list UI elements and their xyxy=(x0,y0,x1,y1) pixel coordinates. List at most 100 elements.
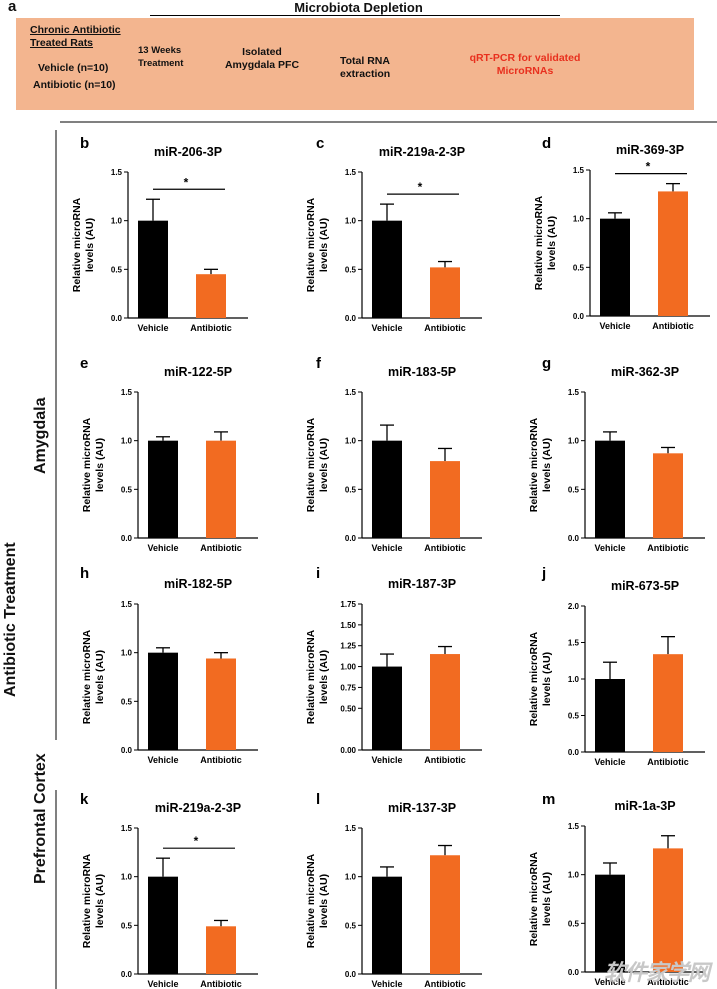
y-tick-label-f: 1.0 xyxy=(345,437,357,446)
y-tick-label-m: 1.0 xyxy=(568,871,580,880)
bar-antibiotic-h xyxy=(206,658,236,750)
y-label-f: Relative microRNAlevels (AU) xyxy=(305,417,330,512)
x-label-h: Antibiotic xyxy=(200,755,242,765)
y-tick-label-g: 1.0 xyxy=(568,437,580,446)
panel-label-h: h xyxy=(80,565,89,582)
panel-label-m: m xyxy=(542,791,555,808)
chart-title-d: miR-369-3P xyxy=(616,143,684,157)
y-label-i: Relative microRNAlevels (AU) xyxy=(305,629,330,724)
bar-antibiotic-g xyxy=(653,453,683,538)
panel-label-b: b xyxy=(80,135,89,152)
y-tick-label-c: 1.0 xyxy=(345,217,357,226)
y-tick-label-k: 0.5 xyxy=(121,921,133,930)
bar-antibiotic-d xyxy=(658,191,688,316)
panel-label-f: f xyxy=(316,355,322,372)
x-label-h: Vehicle xyxy=(147,755,178,765)
y-label-line1: Relative microRNA xyxy=(528,851,540,946)
y-label-line2: levels (AU) xyxy=(541,652,553,706)
y-label-line1: Relative microRNA xyxy=(81,629,93,724)
x-label-m: Antibiotic xyxy=(647,977,689,987)
y-tick-label-j: 0.5 xyxy=(568,712,580,721)
y-label-m: Relative microRNAlevels (AU) xyxy=(528,851,553,946)
y-tick-label-e: 0.0 xyxy=(121,534,133,543)
bar-vehicle-c xyxy=(372,220,402,318)
x-label-g: Antibiotic xyxy=(647,543,689,553)
y-tick-label-b: 0.0 xyxy=(111,314,123,323)
y-tick-label-l: 1.5 xyxy=(345,824,357,833)
panel-label-e: e xyxy=(80,355,88,372)
y-tick-label-h: 1.5 xyxy=(121,600,133,609)
y-tick-label-e: 1.0 xyxy=(121,437,133,446)
y-tick-label-d: 0.5 xyxy=(573,263,585,272)
bar-vehicle-d xyxy=(600,218,630,316)
x-label-l: Vehicle xyxy=(371,979,402,989)
y-label-line2: levels (AU) xyxy=(546,216,558,270)
workflow-banner xyxy=(16,18,694,110)
y-tick-label-h: 0.0 xyxy=(121,746,133,755)
x-label-e: Antibiotic xyxy=(200,543,242,553)
chart-title-i: miR-187-3P xyxy=(388,577,456,591)
x-label-c: Antibiotic xyxy=(424,323,466,333)
x-label-b: Vehicle xyxy=(137,323,168,333)
panel-label-l: l xyxy=(316,791,320,808)
sig-star-d: * xyxy=(646,160,651,174)
y-tick-label-f: 1.5 xyxy=(345,388,357,397)
panel-label-c: c xyxy=(316,135,324,152)
y-tick-label-i: 0.50 xyxy=(340,704,356,713)
y-tick-label-d: 0.0 xyxy=(573,312,585,321)
x-label-j: Antibiotic xyxy=(647,757,689,767)
bar-antibiotic-e xyxy=(206,440,236,538)
y-tick-label-g: 0.0 xyxy=(568,534,580,543)
y-label-line2: levels (AU) xyxy=(318,438,330,492)
y-label-line1: Relative microRNA xyxy=(528,631,540,726)
chart-m: m miR-1a-3P 0.0 0.5 1.0 1.5 Relative microRNAl… xyxy=(528,791,705,987)
y-tick-label-l: 1.0 xyxy=(345,873,357,882)
y-tick-label-e: 0.5 xyxy=(121,485,133,494)
y-tick-label-i: 0.00 xyxy=(340,746,356,755)
y-tick-label-e: 1.5 xyxy=(121,388,133,397)
chart-e: e miR-122-5P 0.0 0.5 1.0 1.5 Relative microRNA… xyxy=(80,355,258,553)
rna-step: Total RNA extraction xyxy=(340,55,391,80)
bar-vehicle-j xyxy=(595,679,625,752)
x-label-c: Vehicle xyxy=(371,323,402,333)
y-label-line1: Relative microRNA xyxy=(305,417,317,512)
y-tick-label-j: 2.0 xyxy=(568,602,580,611)
bar-vehicle-e xyxy=(148,440,178,538)
bar-antibiotic-f xyxy=(430,461,460,538)
y-tick-label-c: 1.5 xyxy=(345,168,357,177)
watermark: 软件家学网 xyxy=(603,960,710,985)
chart-f: f miR-183-5P 0.0 0.5 1.0 1.5 Relative microRNA… xyxy=(305,355,482,553)
y-tick-label-j: 1.0 xyxy=(568,675,580,684)
bar-vehicle-m xyxy=(595,874,625,972)
y-tick-label-m: 0.0 xyxy=(568,968,580,977)
y-tick-label-k: 1.0 xyxy=(121,873,133,882)
chart-title-g: miR-362-3P xyxy=(611,365,679,379)
chart-h: h miR-182-5P 0.0 0.5 1.0 1.5 Relative microRNA… xyxy=(80,565,258,765)
sig-star-c: * xyxy=(418,180,423,194)
x-label-i: Antibiotic xyxy=(424,755,466,765)
bar-vehicle-l xyxy=(372,876,402,974)
y-tick-label-j: 1.5 xyxy=(568,639,580,648)
y-label-g: Relative microRNAlevels (AU) xyxy=(528,417,553,512)
y-tick-label-i: 1.00 xyxy=(340,663,356,672)
y-label-line1: Relative microRNA xyxy=(305,197,317,292)
y-tick-label-b: 1.0 xyxy=(111,217,123,226)
y-tick-label-c: 0.0 xyxy=(345,314,357,323)
y-label-line2: levels (AU) xyxy=(94,650,106,704)
chart-c: c miR-219a-2-3P 0.0 0.5 1.0 1.5 Relative micro… xyxy=(305,135,482,333)
y-label-line1: Relative microRNA xyxy=(71,197,83,292)
panel-label-k: k xyxy=(80,791,89,808)
y-label-line2: levels (AU) xyxy=(541,872,553,926)
y-tick-label-d: 1.0 xyxy=(573,215,585,224)
y-label-line1: Relative microRNA xyxy=(305,629,317,724)
sig-star-k: * xyxy=(194,834,199,848)
y-tick-label-h: 1.0 xyxy=(121,649,133,658)
chart-i: i miR-187-3P 0.00 0.50 0.75 1.00 1.25 1.50 1.75 R… xyxy=(305,565,482,765)
qrt-step: qRT-PCR for validated MicroRNAs xyxy=(469,52,581,77)
bar-vehicle-h xyxy=(148,652,178,750)
title-underline xyxy=(150,15,560,16)
bar-vehicle-k xyxy=(148,876,178,974)
bar-antibiotic-j xyxy=(653,654,683,752)
group-title: Chronic Antibiotic Treated Rats xyxy=(30,24,121,49)
